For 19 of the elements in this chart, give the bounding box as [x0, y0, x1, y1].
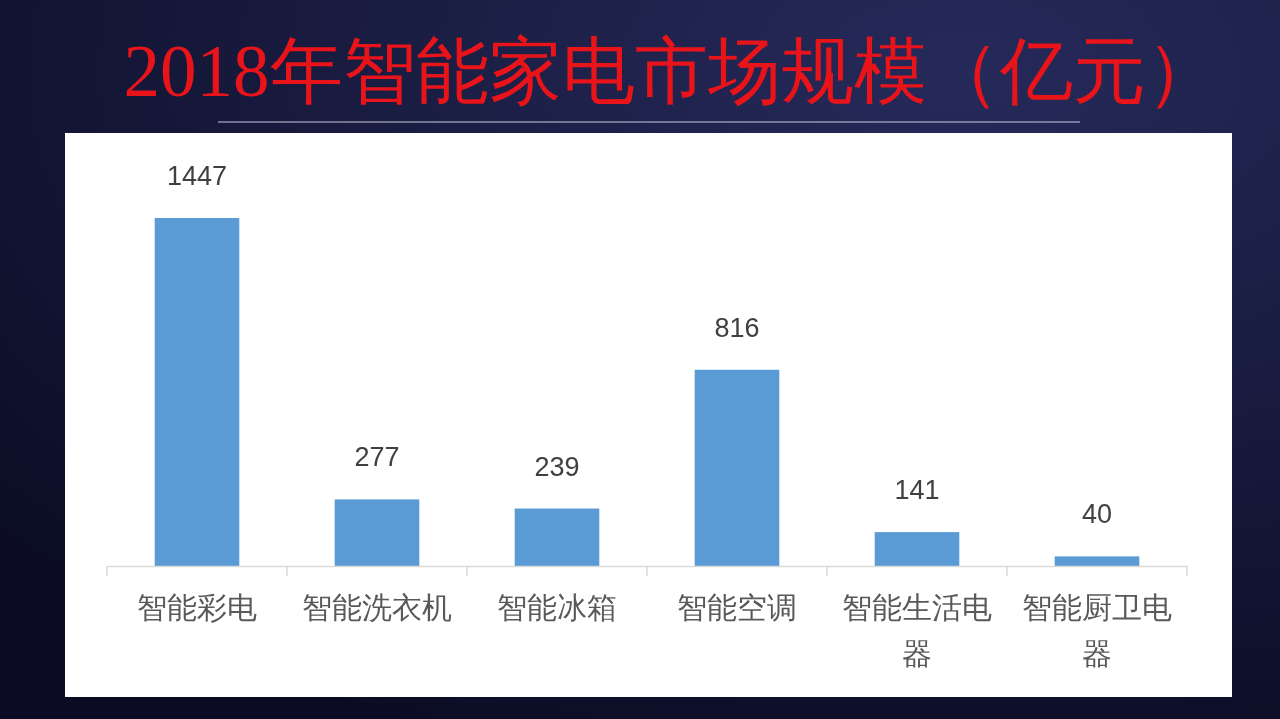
bar [874, 532, 960, 566]
data-label: 816 [714, 312, 760, 343]
x-tick-label: 智能彩电 [137, 590, 257, 625]
chart-title: 2018年智能家电市场规模（亿元） [123, 31, 1219, 112]
data-label: 1447 [166, 161, 228, 191]
x-tick-label: 智能空调 [677, 590, 797, 625]
bar [334, 499, 420, 566]
data-label: 277 [354, 442, 400, 473]
x-tick-label: 智能生活电器 [842, 590, 992, 671]
x-tick-label: 智能冰箱 [497, 590, 617, 625]
data-label: 141 [894, 475, 940, 506]
x-tick-label: 智能洗衣机 [302, 590, 452, 625]
data-label: 239 [534, 451, 580, 482]
x-tick-label: 智能厨卫电器 [1022, 590, 1172, 671]
bar [694, 369, 780, 566]
data-label: 40 [1081, 499, 1113, 530]
bar [154, 218, 240, 566]
bar [514, 508, 600, 566]
bar [1054, 556, 1140, 566]
